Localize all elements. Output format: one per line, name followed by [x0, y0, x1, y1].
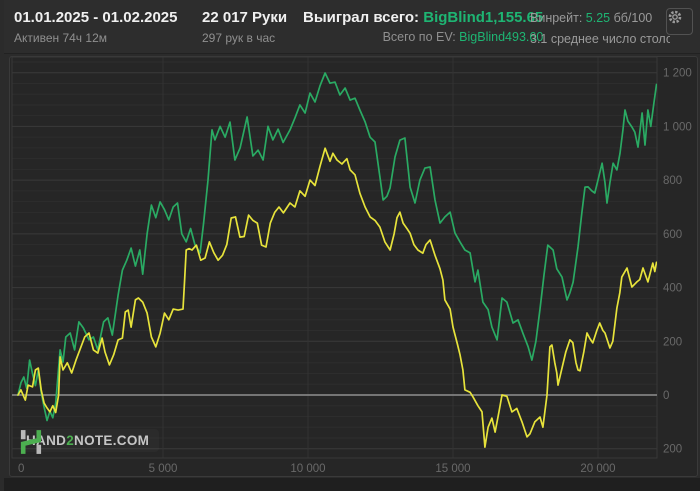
gear-icon	[668, 10, 682, 24]
won-total-row: Выиграл всего: BigBlind1,155.65	[303, 9, 543, 26]
active-time: Активен 74ч 12м	[14, 31, 107, 45]
ev-total-label: Всего по EV:	[382, 30, 460, 44]
y-axis-label: 1 000	[663, 121, 692, 133]
winrate-row: Винрейт: 5.25 бб/100	[530, 11, 670, 25]
hand2note-logo-text: HAND2NOTE.COM	[26, 433, 150, 448]
hand2note-logo-icon	[20, 430, 42, 454]
y-axis-label: 400	[663, 283, 682, 295]
x-axis-label: 15 000	[435, 463, 470, 475]
x-axis-label: 10 000	[290, 463, 325, 475]
winrate-value: 5.25	[585, 11, 611, 25]
y-axis-label: 1 200	[663, 68, 692, 80]
ev-line	[17, 147, 657, 448]
ev-total-value: BigBlind493.60	[459, 30, 544, 44]
bottom-strip	[4, 478, 700, 491]
y-axis-label: 800	[663, 175, 682, 187]
hand2note-watermark: HAND2NOTE.COM	[20, 429, 159, 454]
hands-block: 22 017 Руки 297 рук в час	[202, 9, 287, 45]
winnings-line	[17, 72, 657, 422]
plot-border	[11, 56, 658, 459]
winrate-label: Винрейт:	[530, 11, 586, 25]
settings-button[interactable]	[666, 8, 693, 35]
x-axis-label: 0	[18, 463, 24, 475]
hands-total: 22 017 Руки	[202, 9, 288, 26]
y-axis-label: 0	[663, 390, 669, 402]
winnings-block: Выиграл всего: BigBlind1,155.65 Всего по…	[303, 9, 543, 44]
y-axis-label: 600	[663, 229, 682, 241]
won-total-value: BigBlind1,155.65	[423, 9, 544, 26]
x-axis-label: 20 000	[580, 463, 615, 475]
ev-total-row: Всего по EV: BigBlind493.60	[303, 30, 544, 44]
x-axis-label: 5 000	[149, 463, 178, 475]
date-range: 01.01.2025 - 01.02.2025	[14, 9, 178, 26]
y-axis-label: 200	[663, 444, 682, 456]
report-header: 01.01.2025 - 01.02.2025 Активен 74ч 12м …	[4, 0, 700, 54]
avg-tables: 3.1 среднее число столов	[530, 32, 670, 46]
y-axis-label: 200	[663, 336, 682, 348]
won-total-label: Выиграл всего:	[303, 9, 424, 26]
winrate-block: Винрейт: 5.25 бб/100 3.1 среднее число с…	[530, 11, 670, 46]
hands-per-hour: 297 рук в час	[202, 31, 276, 45]
date-range-block: 01.01.2025 - 01.02.2025 Активен 74ч 12м	[14, 9, 177, 45]
winrate-unit: бб/100	[610, 11, 653, 25]
